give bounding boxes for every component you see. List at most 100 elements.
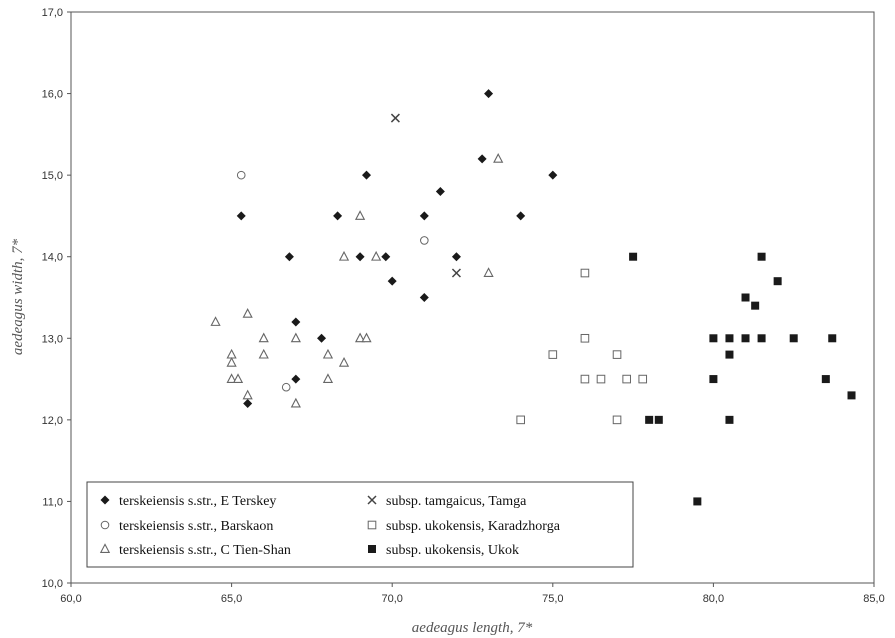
data-point-series-0 (333, 211, 343, 221)
data-point-series-2 (232, 373, 244, 384)
y-axis-title: aedeagus width, 7* (10, 238, 26, 355)
legend-entry-3: subsp. tamgaicus, Tamga (367, 494, 527, 509)
data-point-series-5 (725, 350, 734, 359)
y-tick-label: 10,0 (42, 578, 63, 590)
data-point-series-1 (420, 236, 429, 245)
x-tick-label: 85,0 (863, 593, 884, 605)
data-point-series-5 (757, 334, 766, 343)
data-point-series-0 (317, 333, 327, 343)
data-point-series-5 (629, 252, 638, 261)
data-point-series-0 (548, 170, 558, 180)
y-tick-label: 14,0 (42, 252, 63, 264)
data-point-series-2 (226, 373, 237, 384)
data-point-series-2 (338, 250, 350, 261)
y-tick-label: 16,0 (42, 89, 63, 101)
data-point-series-2 (290, 332, 301, 343)
data-point-series-2 (354, 332, 366, 343)
legend-label-0: terskeiensis s.str., E Terskey (119, 494, 276, 509)
data-point-series-2 (493, 153, 504, 163)
legend-marker-2 (99, 543, 111, 553)
data-point-series-2 (210, 316, 221, 326)
data-point-series-2 (322, 373, 334, 384)
data-point-series-5 (828, 334, 837, 343)
data-point-series-5 (847, 391, 856, 400)
data-point-series-5 (757, 252, 766, 261)
legend: terskeiensis s.str., E Terskey terskeien… (86, 481, 634, 568)
legend-marker-3 (367, 495, 377, 505)
legend-marker-5 (368, 545, 376, 553)
x-tick-label: 70,0 (381, 593, 402, 605)
data-point-series-2 (258, 332, 269, 343)
data-point-series-0 (484, 89, 494, 99)
data-point-series-0 (236, 211, 246, 221)
legend-marker-0 (100, 495, 110, 505)
x-tick-label: 65,0 (221, 593, 242, 605)
legend-entry-1: terskeiensis s.str., Barskaon (100, 519, 273, 534)
legend-label-1: terskeiensis s.str., Barskaon (119, 519, 273, 534)
legend-label-5: subsp. ukokensis, Ukok (386, 543, 519, 558)
legend-box (86, 481, 634, 568)
data-point-series-0 (362, 170, 372, 180)
data-point-series-5 (693, 497, 702, 506)
data-point-series-2 (290, 397, 301, 408)
data-point-series-0 (477, 154, 487, 164)
data-point-series-0 (387, 276, 397, 286)
x-tick-label: 75,0 (542, 593, 563, 605)
legend-marker-1 (100, 520, 110, 530)
data-point-series-0 (243, 399, 253, 409)
data-point-series-2 (338, 356, 350, 367)
data-point-series-5 (725, 415, 734, 424)
data-point-series-0 (419, 211, 429, 221)
legend-entry-2: terskeiensis s.str., C Tien-Shan (99, 543, 291, 558)
data-point-series-0 (451, 252, 461, 262)
data-point-series-0 (284, 252, 294, 262)
data-point-series-5 (709, 334, 718, 343)
plot-area (70, 11, 875, 584)
x-tick-label: 80,0 (703, 593, 724, 605)
data-point-series-3 (390, 113, 400, 123)
data-point-series-4 (580, 333, 590, 343)
data-point-series-2 (483, 267, 494, 277)
legend-label-3: subsp. tamgaicus, Tamga (386, 494, 527, 509)
y-tick-label: 11,0 (42, 496, 63, 508)
data-point-series-4 (596, 374, 606, 384)
data-point-series-2 (354, 210, 366, 220)
data-point-series-2 (361, 332, 372, 343)
data-point-series-4 (612, 415, 622, 425)
data-point-series-0 (381, 252, 391, 262)
data-point-series-5 (773, 277, 782, 286)
y-tick-label: 17,0 (42, 7, 63, 19)
data-point-series-4 (638, 374, 648, 384)
legend-label-4: subsp. ukokensis, Karadzhorga (386, 519, 561, 534)
data-point-series-2 (226, 356, 237, 367)
y-tick-label: 15,0 (42, 170, 63, 182)
data-points (210, 89, 856, 506)
data-point-series-0 (435, 186, 445, 196)
data-point-series-1 (281, 382, 291, 392)
data-point-series-2 (242, 308, 253, 318)
data-point-series-2 (322, 348, 334, 359)
data-point-series-5 (789, 334, 798, 343)
x-tick-label: 60,0 (60, 593, 81, 605)
data-point-series-5 (741, 334, 750, 343)
axis-ticks: 60,0 65,0 70,0 75,0 80,0 85,0 10,0 11,0 12,0 13,0… (42, 7, 885, 605)
y-tick-label: 13,0 (42, 333, 63, 345)
data-point-series-2 (242, 389, 253, 400)
data-point-series-2 (258, 348, 269, 359)
data-point-series-5 (645, 415, 654, 424)
data-point-series-5 (821, 375, 830, 384)
data-point-series-2 (371, 250, 382, 261)
legend-entry-5: subsp. ukokensis, Ukok (368, 543, 519, 558)
data-point-series-5 (741, 293, 750, 302)
data-point-series-5 (709, 375, 718, 384)
data-point-series-4 (580, 268, 590, 278)
data-point-series-1 (236, 170, 246, 180)
data-point-series-4 (548, 350, 558, 359)
data-point-series-4 (612, 350, 622, 359)
data-point-series-3 (451, 268, 461, 278)
data-point-series-4 (622, 374, 631, 384)
legend-entry-0: terskeiensis s.str., E Terskey (100, 494, 276, 509)
legend-entry-4: subsp. ukokensis, Karadzhorga (367, 519, 561, 534)
data-point-series-0 (291, 317, 301, 327)
